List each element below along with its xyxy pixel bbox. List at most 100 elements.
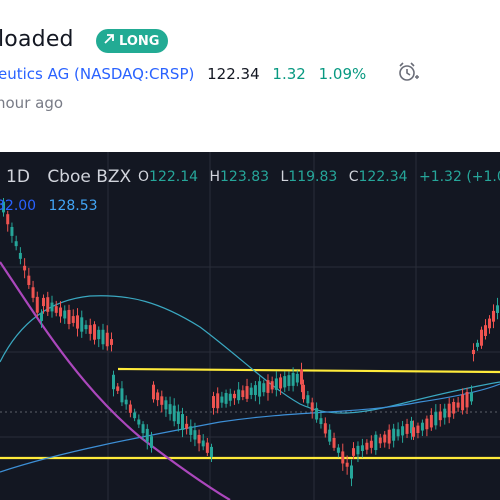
candle-body — [93, 324, 96, 340]
curve-indicator — [0, 261, 231, 500]
candle-body — [287, 375, 291, 386]
moving-average-fast — [0, 383, 500, 473]
chart-toolbar: 1D Cboe BZX — [6, 167, 131, 187]
candle-body — [88, 325, 92, 334]
candle-body — [10, 226, 14, 236]
candle-body — [412, 427, 415, 437]
ma-slow-value: 128.53 — [48, 198, 98, 214]
candle-body — [345, 462, 349, 467]
candle-body — [124, 399, 128, 405]
candle-body — [176, 411, 180, 424]
candle-body — [35, 296, 39, 313]
candle-body — [40, 313, 43, 321]
moving-average-slow — [0, 295, 500, 414]
candle-body — [189, 426, 193, 435]
symbol-change: 1.32 — [272, 65, 306, 83]
candle-body — [133, 412, 137, 419]
candle-body — [291, 372, 295, 386]
symbol-change-percent: 1.09% — [318, 65, 367, 83]
candle-body — [160, 396, 164, 405]
resistance-line — [117, 367, 500, 374]
ma-fast-value: 32.00 — [0, 198, 37, 214]
candle-body — [216, 393, 220, 409]
change-value: +1.32 (+1.0 — [418, 169, 500, 185]
candle-body — [84, 324, 88, 330]
candle-body — [496, 305, 499, 313]
candle-body — [54, 306, 58, 313]
candle-body — [80, 317, 84, 332]
symbol-ticker-link[interactable]: (NASDAQ:CRSP) — [74, 65, 195, 83]
candle-body — [156, 392, 160, 401]
alarm-clock-icon[interactable] — [396, 60, 420, 84]
candle-body — [420, 422, 424, 431]
close-label: C — [348, 169, 359, 185]
candle-body — [319, 418, 323, 425]
candle-body — [220, 396, 224, 403]
candle-body — [461, 394, 465, 411]
symbol-row: eutics AG (NASDAQ:CRSP) 122.34 1.32 1.09… — [0, 65, 366, 83]
candle-body — [425, 418, 429, 430]
open-value: 122.14 — [149, 169, 199, 185]
candle-body — [145, 428, 149, 442]
candle-body — [387, 429, 391, 444]
timeframe-label[interactable]: 1D — [6, 167, 30, 187]
candle-body — [97, 329, 101, 340]
candle-body — [434, 411, 438, 426]
candle-body — [270, 381, 274, 390]
candle-body — [42, 297, 45, 307]
candle-body — [224, 393, 228, 404]
candle-body — [201, 440, 205, 447]
candle-body — [105, 332, 109, 347]
candle-body — [27, 275, 31, 285]
candle-body — [120, 388, 124, 403]
symbol-price: 122.34 — [207, 65, 260, 83]
candle-body — [283, 376, 287, 388]
candle-body — [237, 389, 241, 401]
ohlc-legend: O122.14 H123.83 L119.83 C122.34 +1.32 (+… — [138, 169, 500, 185]
candle-body — [249, 387, 253, 395]
candle-body — [23, 265, 27, 271]
candle-body — [300, 369, 303, 385]
candle-body — [480, 329, 483, 346]
low-label: L — [280, 169, 289, 185]
high-label: H — [209, 169, 221, 185]
candle-body — [185, 423, 189, 429]
candle-body — [492, 310, 495, 322]
candle-body — [302, 384, 305, 400]
candle-body — [141, 424, 145, 434]
chart-canvas[interactable] — [0, 152, 500, 500]
candle-body — [241, 390, 245, 398]
candle-body — [50, 302, 54, 312]
high-value: 123.83 — [220, 169, 270, 185]
candle-body — [456, 402, 460, 408]
candle-body — [405, 423, 409, 434]
candle-body — [150, 436, 153, 448]
candle-body — [274, 378, 278, 390]
price-chart[interactable]: 1D Cboe BZX O122.14 H123.83 L119.83 C122… — [0, 152, 500, 500]
candle-body — [328, 429, 332, 442]
candle-body — [181, 414, 184, 430]
candle-body — [365, 442, 369, 450]
exchange-label: Cboe BZX — [47, 167, 132, 187]
candle-body — [110, 339, 113, 345]
candle-body — [341, 451, 345, 464]
candle-body — [378, 437, 382, 444]
symbol-company-link[interactable]: eutics AG — [0, 65, 70, 83]
candle-body — [31, 287, 35, 298]
candle-body — [228, 393, 232, 401]
candle-body — [67, 309, 71, 325]
candle-body — [137, 419, 141, 425]
candle-body — [59, 307, 62, 317]
candle-body — [447, 403, 451, 418]
candle-body — [356, 445, 360, 455]
candle-body — [210, 446, 213, 458]
candle-body — [352, 448, 355, 456]
candle-body — [2, 201, 5, 213]
candle-body — [383, 434, 387, 443]
candle-body — [476, 342, 479, 347]
candle-body — [101, 329, 105, 345]
idea-header: loaded LONG eutics AG (NASDAQ:CRSP) 122.… — [0, 0, 500, 152]
candle-body — [374, 434, 378, 451]
candle-body — [429, 415, 433, 428]
low-value: 119.83 — [288, 169, 338, 185]
